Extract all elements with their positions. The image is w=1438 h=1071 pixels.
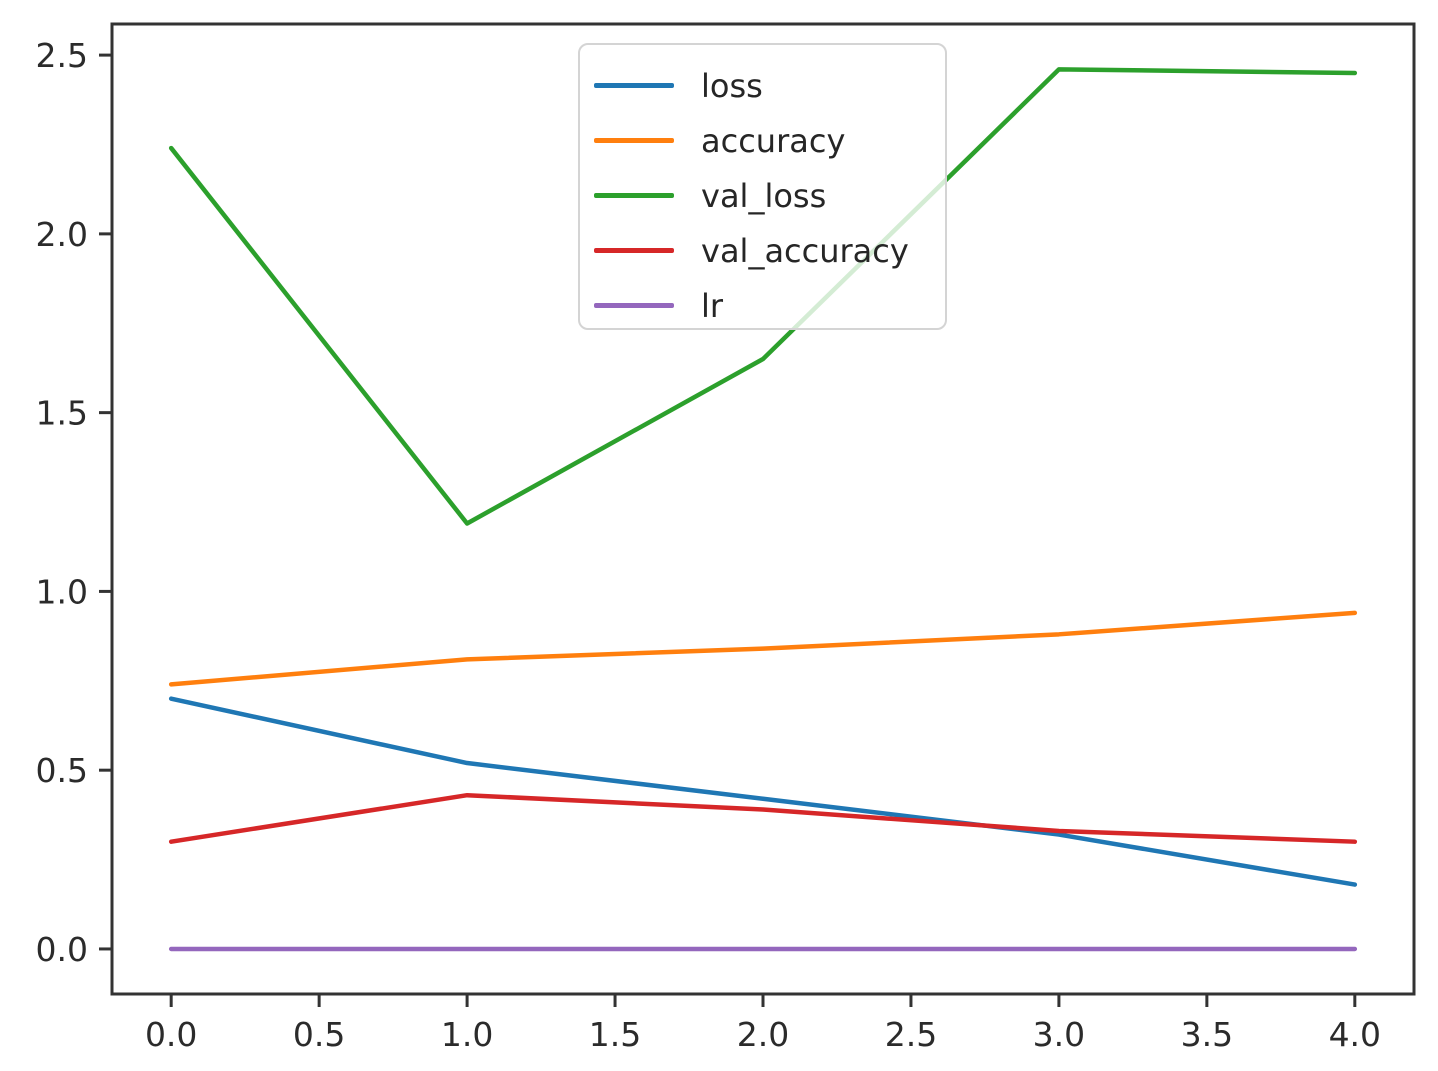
- y-tick-label: 0.5: [36, 751, 88, 790]
- legend-label: accuracy: [701, 121, 846, 160]
- x-tick-label: 1.5: [589, 1015, 641, 1054]
- x-tick-label: 3.0: [1033, 1015, 1085, 1054]
- legend-item-lr: lr: [594, 278, 945, 333]
- x-tick-label: 2.0: [737, 1015, 789, 1054]
- legend-item-loss: loss: [594, 58, 945, 113]
- x-tick-label: 4.0: [1329, 1015, 1381, 1054]
- y-tick-label: 2.0: [36, 215, 88, 254]
- legend-label: val_loss: [701, 176, 827, 215]
- y-tick-label: 2.5: [36, 36, 88, 75]
- y-tick-label: 1.5: [36, 394, 88, 433]
- legend-line-swatch-val_loss: [594, 193, 674, 198]
- y-tick-label: 0.0: [36, 930, 88, 969]
- series-line-accuracy: [168, 610, 1358, 687]
- legend-line-swatch-val_accuracy: [594, 248, 674, 253]
- legend-line-swatch-loss: [594, 83, 674, 88]
- x-tick-label: 3.5: [1181, 1015, 1233, 1054]
- legend-label: val_accuracy: [701, 231, 909, 270]
- series-line-val_loss: [168, 67, 1358, 526]
- legend-item-accuracy: accuracy: [594, 113, 945, 168]
- y-tick-label: 1.0: [36, 572, 88, 611]
- legend-label: lr: [701, 286, 724, 325]
- legend-line-swatch-lr: [594, 303, 674, 308]
- x-tick-label: 1.0: [441, 1015, 493, 1054]
- legend-item-val_loss: val_loss: [594, 168, 945, 223]
- legend-label: loss: [701, 66, 763, 105]
- series-line-loss: [168, 696, 1358, 887]
- series-line-val_accuracy: [168, 792, 1358, 844]
- x-tick-label: 2.5: [885, 1015, 937, 1054]
- legend-item-val_accuracy: val_accuracy: [594, 223, 945, 278]
- x-tick-label: 0.5: [293, 1015, 345, 1054]
- legend-line-swatch-accuracy: [594, 138, 674, 143]
- x-tick-label: 0.0: [145, 1015, 197, 1054]
